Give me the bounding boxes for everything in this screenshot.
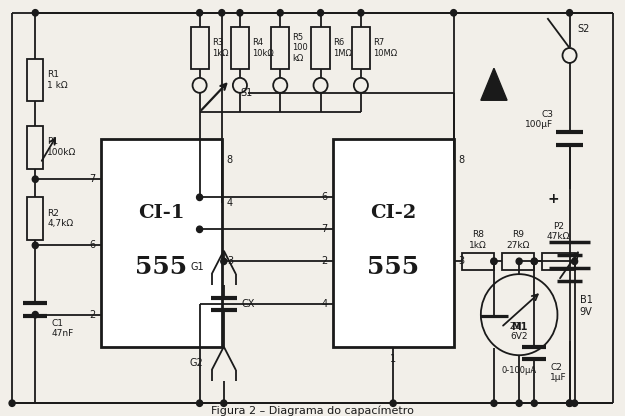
Bar: [502, 253, 534, 270]
Text: G2: G2: [190, 358, 204, 368]
Text: R5
100
kΩ: R5 100 kΩ: [292, 33, 308, 63]
Text: C2
1μF: C2 1μF: [551, 363, 567, 382]
Text: R1
1 kΩ: R1 1 kΩ: [48, 70, 68, 90]
Text: P2
47kΩ: P2 47kΩ: [547, 222, 570, 241]
Circle shape: [531, 400, 538, 406]
Text: 3: 3: [227, 256, 233, 266]
Polygon shape: [481, 68, 507, 100]
Text: C1
47nF: C1 47nF: [51, 319, 74, 338]
Text: 4: 4: [227, 198, 233, 208]
Circle shape: [9, 400, 15, 406]
Circle shape: [221, 258, 227, 265]
Bar: [231, 27, 249, 69]
Text: Z1
6V2: Z1 6V2: [510, 322, 528, 342]
Bar: [542, 253, 574, 270]
Circle shape: [197, 10, 202, 16]
Text: Figura 2 – Diagrama do capacímetro: Figura 2 – Diagrama do capacímetro: [211, 405, 414, 416]
Text: 6: 6: [321, 192, 328, 202]
Text: 4: 4: [321, 299, 328, 309]
Circle shape: [32, 242, 38, 248]
Text: 7: 7: [89, 174, 96, 184]
Text: R9
27kΩ: R9 27kΩ: [506, 230, 530, 250]
Circle shape: [451, 10, 457, 16]
Text: 555: 555: [135, 255, 188, 279]
Text: R2
4,7kΩ: R2 4,7kΩ: [48, 209, 74, 228]
Text: P1
100kΩ: P1 100kΩ: [48, 138, 77, 157]
Text: R3
1kΩ: R3 1kΩ: [212, 38, 228, 58]
Text: 7: 7: [321, 224, 328, 234]
Bar: [332, 139, 454, 347]
Text: 8: 8: [459, 155, 465, 165]
Bar: [271, 27, 289, 69]
Circle shape: [516, 400, 522, 406]
Circle shape: [491, 400, 497, 406]
Circle shape: [197, 400, 202, 406]
Circle shape: [32, 176, 38, 182]
Bar: [28, 59, 43, 102]
Circle shape: [32, 312, 38, 318]
Bar: [311, 27, 329, 69]
Text: 3: 3: [459, 256, 465, 266]
Circle shape: [531, 258, 538, 265]
Text: C3
100μF: C3 100μF: [525, 110, 553, 129]
Circle shape: [572, 258, 578, 265]
Text: CX: CX: [242, 299, 255, 309]
Circle shape: [221, 400, 227, 406]
Text: R7
10MΩ: R7 10MΩ: [373, 38, 397, 58]
Circle shape: [390, 400, 396, 406]
Circle shape: [566, 10, 572, 16]
Circle shape: [572, 400, 578, 406]
Circle shape: [566, 400, 572, 406]
Bar: [462, 253, 494, 270]
Circle shape: [278, 10, 283, 16]
Bar: [28, 126, 43, 168]
Circle shape: [197, 194, 202, 201]
Bar: [352, 27, 370, 69]
Text: G1: G1: [190, 262, 204, 272]
Text: R8
1kΩ: R8 1kΩ: [469, 230, 487, 250]
Text: 2: 2: [89, 310, 96, 319]
Circle shape: [491, 258, 497, 265]
Circle shape: [358, 10, 364, 16]
Text: 555: 555: [367, 255, 419, 279]
Circle shape: [237, 10, 243, 16]
Circle shape: [491, 258, 497, 265]
Bar: [191, 27, 209, 69]
Circle shape: [566, 400, 572, 406]
Text: M1: M1: [511, 322, 528, 332]
Text: R4
10kΩ: R4 10kΩ: [252, 38, 274, 58]
Text: S2: S2: [578, 24, 590, 34]
Text: 1: 1: [390, 354, 396, 364]
Circle shape: [516, 258, 522, 265]
Circle shape: [531, 258, 538, 265]
Circle shape: [318, 10, 324, 16]
Bar: [28, 197, 43, 240]
Text: S1: S1: [240, 88, 252, 98]
Circle shape: [32, 10, 38, 16]
Text: 8: 8: [227, 155, 233, 165]
Bar: [101, 139, 222, 347]
Circle shape: [219, 10, 225, 16]
Text: 6: 6: [89, 240, 96, 250]
Text: B1
9V: B1 9V: [579, 295, 592, 317]
Text: R6
1MΩ: R6 1MΩ: [332, 38, 351, 58]
Text: 2: 2: [321, 256, 328, 266]
Text: +: +: [548, 193, 559, 206]
Text: 0-100μA: 0-100μA: [502, 366, 537, 375]
Text: CI-2: CI-2: [370, 204, 416, 222]
Text: CI-1: CI-1: [138, 204, 184, 222]
Circle shape: [197, 226, 202, 233]
